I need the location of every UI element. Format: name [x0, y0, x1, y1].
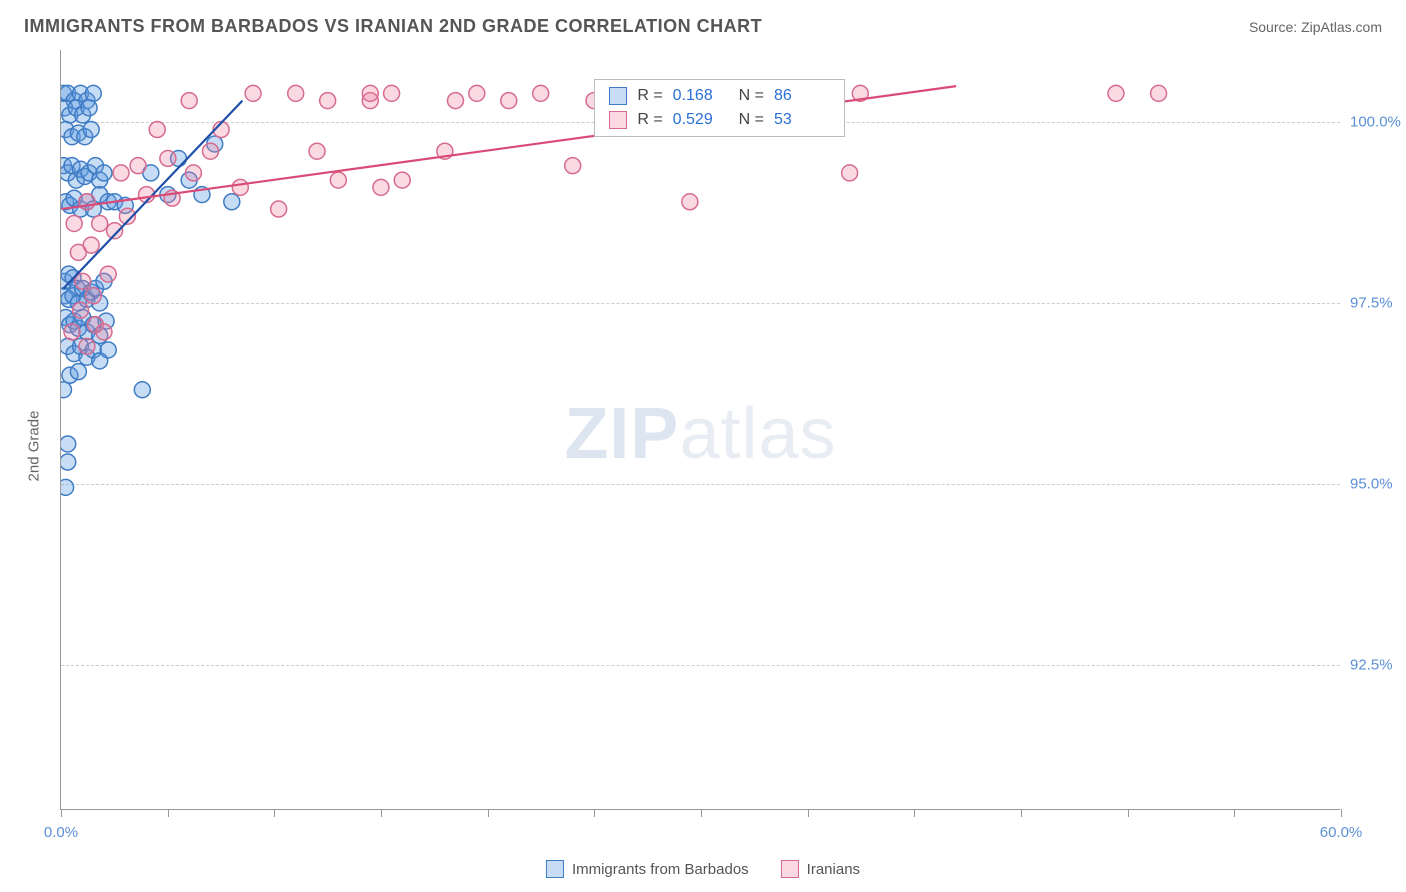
x-tick [914, 809, 915, 817]
legend-swatch-barbados [546, 860, 564, 878]
n-value-iranians: 53 [774, 111, 830, 129]
legend-item-barbados: Immigrants from Barbados [546, 860, 749, 878]
trend-line-barbados [63, 101, 242, 289]
trend-lines [61, 50, 1340, 809]
plot-area: ZIPatlas 92.5%95.0%97.5%100.0% 0.0%60.0%… [60, 50, 1340, 810]
x-tick-label: 0.0% [44, 824, 78, 841]
x-tick [594, 809, 595, 817]
x-tick [1234, 809, 1235, 817]
x-tick [808, 809, 809, 817]
legend-label-iranians: Iranians [807, 861, 860, 878]
legend: Immigrants from Barbados Iranians [546, 860, 860, 878]
y-tick-label: 92.5% [1350, 657, 1406, 674]
y-axis-label: 2nd Grade [26, 411, 43, 482]
chart-title: IMMIGRANTS FROM BARBADOS VS IRANIAN 2ND … [24, 16, 762, 37]
r-label: R = [637, 87, 662, 105]
stat-row-iranians: R = 0.529 N = 53 [595, 108, 844, 132]
chart-container: IMMIGRANTS FROM BARBADOS VS IRANIAN 2ND … [0, 0, 1406, 892]
legend-item-iranians: Iranians [781, 860, 860, 878]
n-label: N = [739, 111, 764, 129]
y-tick-label: 97.5% [1350, 295, 1406, 312]
source-attribution: Source: ZipAtlas.com [1249, 19, 1382, 35]
x-tick [1128, 809, 1129, 817]
x-tick [1021, 809, 1022, 817]
x-tick [488, 809, 489, 817]
r-label: R = [637, 111, 662, 129]
x-tick [61, 809, 62, 817]
legend-swatch-iranians [781, 860, 799, 878]
header: IMMIGRANTS FROM BARBADOS VS IRANIAN 2ND … [0, 0, 1406, 45]
n-label: N = [739, 87, 764, 105]
swatch-iranians [609, 111, 627, 129]
plot-frame: ZIPatlas 92.5%95.0%97.5%100.0% 0.0%60.0%… [60, 50, 1340, 810]
x-tick [1341, 809, 1342, 817]
x-tick [701, 809, 702, 817]
r-value-barbados: 0.168 [673, 87, 729, 105]
correlation-stats-box: R = 0.168 N = 86 R = 0.529 N = 53 [594, 79, 845, 137]
y-tick-label: 95.0% [1350, 476, 1406, 493]
x-tick [381, 809, 382, 817]
r-value-iranians: 0.529 [673, 111, 729, 129]
y-tick-label: 100.0% [1350, 114, 1406, 131]
stat-row-barbados: R = 0.168 N = 86 [595, 84, 844, 108]
x-tick [168, 809, 169, 817]
swatch-barbados [609, 87, 627, 105]
n-value-barbados: 86 [774, 87, 830, 105]
x-tick-label: 60.0% [1320, 824, 1363, 841]
legend-label-barbados: Immigrants from Barbados [572, 861, 749, 878]
x-tick [274, 809, 275, 817]
